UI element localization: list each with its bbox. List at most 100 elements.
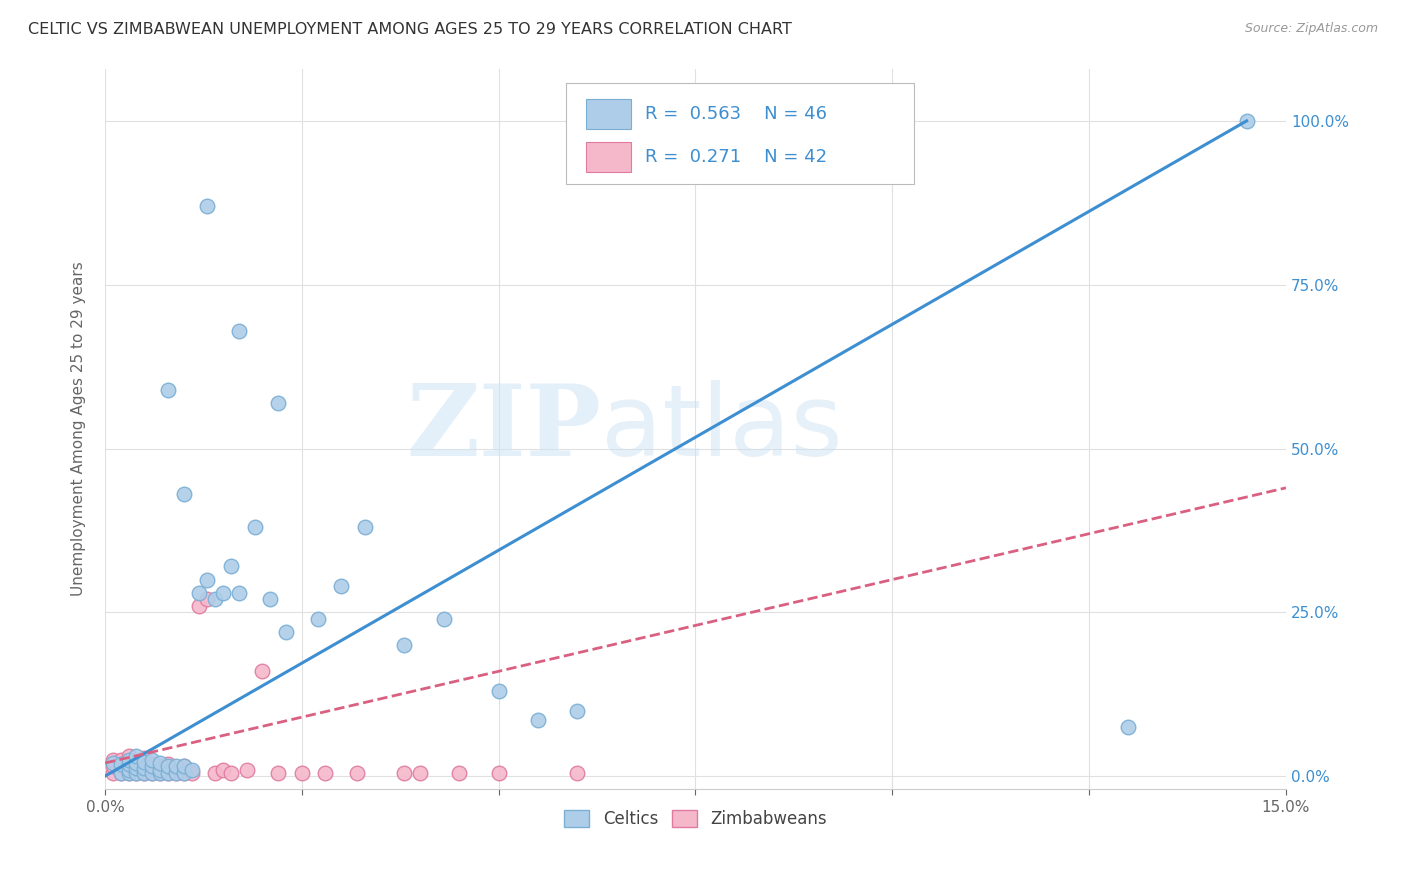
Point [165, 765, 187, 780]
Point [219, 559, 242, 574]
Point [204, 765, 226, 780]
Point [156, 757, 179, 772]
Legend: Celtics, Zimbabweans: Celtics, Zimbabweans [558, 804, 834, 835]
Point [173, 765, 195, 780]
Point [291, 765, 314, 780]
Point [134, 755, 156, 769]
Point [125, 765, 148, 780]
Point [449, 765, 471, 780]
Point [110, 759, 132, 773]
Point [180, 765, 202, 780]
Point [117, 765, 139, 780]
Point [330, 579, 353, 593]
Point [156, 765, 179, 780]
Text: Source: ZipAtlas.com: Source: ZipAtlas.com [1244, 22, 1378, 36]
Point [259, 592, 281, 607]
Point [125, 761, 148, 775]
Point [212, 585, 235, 599]
Point [267, 395, 290, 409]
Point [149, 756, 172, 770]
Point [141, 759, 163, 773]
Point [117, 749, 139, 764]
Point [101, 753, 124, 767]
Point [125, 755, 148, 769]
Point [228, 585, 250, 599]
Point [117, 765, 139, 780]
Point [149, 759, 172, 773]
Point [432, 612, 454, 626]
Y-axis label: Unemployment Among Ages 25 to 29 years: Unemployment Among Ages 25 to 29 years [72, 261, 86, 596]
Point [149, 765, 172, 780]
Point [101, 765, 124, 780]
Point [134, 751, 156, 765]
Point [117, 761, 139, 775]
Point [134, 765, 156, 780]
Point [488, 684, 510, 698]
Text: atlas: atlas [600, 380, 842, 477]
Point [488, 765, 510, 780]
Point [235, 763, 257, 777]
Point [156, 759, 179, 773]
Point [267, 765, 290, 780]
Point [141, 757, 163, 772]
Point [101, 756, 124, 770]
Point [409, 765, 432, 780]
Point [141, 765, 163, 780]
FancyBboxPatch shape [565, 83, 914, 184]
Point [117, 753, 139, 767]
Text: R =  0.271    N = 42: R = 0.271 N = 42 [645, 148, 827, 166]
Point [125, 749, 148, 764]
Point [134, 761, 156, 775]
Point [1236, 114, 1258, 128]
Point [141, 765, 163, 780]
Point [567, 704, 589, 718]
Point [527, 714, 550, 728]
Point [252, 665, 274, 679]
Point [125, 765, 148, 780]
Point [228, 324, 250, 338]
Point [180, 763, 202, 777]
Point [134, 759, 156, 773]
Point [156, 383, 179, 397]
Point [392, 638, 415, 652]
Point [567, 765, 589, 780]
Point [353, 520, 375, 534]
Point [117, 757, 139, 772]
Point [110, 757, 132, 772]
Point [188, 599, 211, 613]
Point [204, 592, 226, 607]
Point [307, 612, 329, 626]
Point [173, 759, 195, 773]
Point [149, 765, 172, 780]
Point [219, 765, 242, 780]
FancyBboxPatch shape [586, 142, 630, 172]
Point [125, 761, 148, 775]
Point [165, 765, 187, 780]
Point [392, 765, 415, 780]
Point [195, 199, 218, 213]
Point [188, 585, 211, 599]
Point [173, 765, 195, 780]
Point [110, 753, 132, 767]
Point [212, 763, 235, 777]
Point [173, 487, 195, 501]
Text: CELTIC VS ZIMBABWEAN UNEMPLOYMENT AMONG AGES 25 TO 29 YEARS CORRELATION CHART: CELTIC VS ZIMBABWEAN UNEMPLOYMENT AMONG … [28, 22, 792, 37]
Point [149, 763, 172, 777]
Point [156, 765, 179, 780]
Text: ZIP: ZIP [406, 380, 600, 477]
Point [173, 759, 195, 773]
Point [141, 753, 163, 767]
Point [195, 573, 218, 587]
Point [195, 592, 218, 607]
Text: R =  0.563    N = 46: R = 0.563 N = 46 [645, 105, 827, 123]
Point [243, 520, 266, 534]
Point [134, 765, 156, 780]
Point [346, 765, 368, 780]
Point [117, 763, 139, 777]
Point [274, 624, 297, 639]
Point [314, 765, 336, 780]
Point [125, 756, 148, 770]
Point [101, 759, 124, 773]
FancyBboxPatch shape [586, 99, 630, 129]
Point [165, 759, 187, 773]
